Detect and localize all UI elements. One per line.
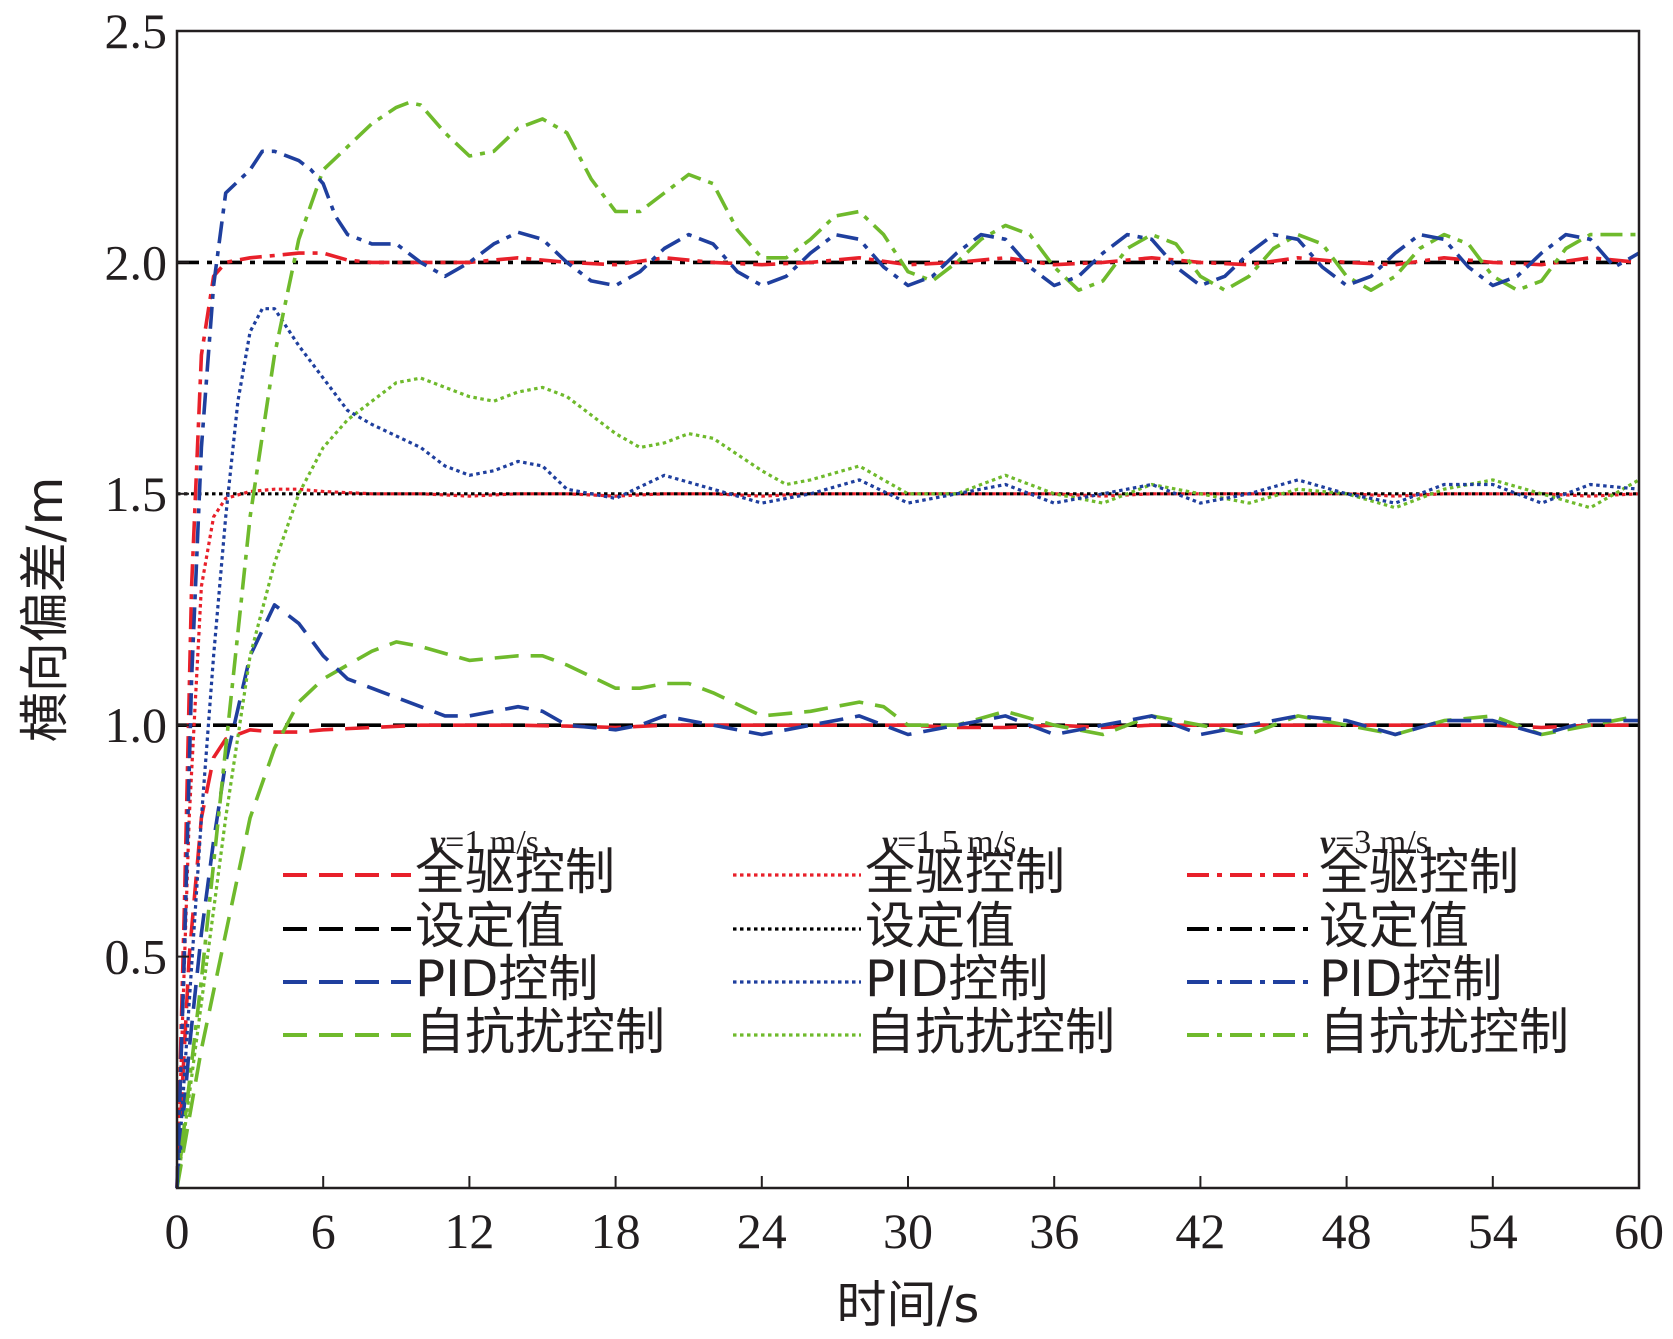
x-tick-label: 36 xyxy=(1029,1203,1079,1259)
legend-group-header: v=1.5 m/s xyxy=(882,824,1016,861)
legend-label: 自抗扰控制 xyxy=(415,1003,665,1061)
y-tick-label: 2.5 xyxy=(105,3,168,59)
series-line-3-3 xyxy=(175,149,1640,1189)
y-tick-label: 0.5 xyxy=(105,929,168,985)
y-tick-label: 1.5 xyxy=(105,466,168,522)
series-line-1-3 xyxy=(175,603,1639,1189)
legend-label: 全驱控制 xyxy=(1319,843,1519,901)
y-axis-title: 横向偏差/m xyxy=(16,477,74,743)
legend-label: PID控制 xyxy=(1319,950,1502,1008)
x-tick-label: 42 xyxy=(1175,1203,1225,1259)
legend-label: PID控制 xyxy=(865,950,1048,1008)
series-line-2-4 xyxy=(175,376,1640,1189)
y-tick-label: 1.0 xyxy=(105,697,168,753)
legend-label: 自抗扰控制 xyxy=(1319,1003,1569,1061)
x-tick-label: 12 xyxy=(444,1203,494,1259)
legend-label: 全驱控制 xyxy=(415,843,615,901)
legend-group-header: v=1 m/s xyxy=(430,824,539,861)
x-tick-label: 24 xyxy=(737,1203,787,1259)
legend-label: 全驱控制 xyxy=(865,843,1065,901)
legend-label: 设定值 xyxy=(415,897,565,955)
x-tick-label: 0 xyxy=(165,1203,190,1259)
plot-lines xyxy=(175,100,1640,1189)
series-line-1-4 xyxy=(175,640,1640,1189)
axis-ticks: 0 6 12 18 24 30 36 42 48 54 60 0.5 1.0 1.5 2.0 2.5 xyxy=(105,3,1665,1259)
legend-label: 自抗扰控制 xyxy=(865,1003,1115,1061)
x-tick-label: 18 xyxy=(591,1203,641,1259)
x-tick-label: 54 xyxy=(1468,1203,1518,1259)
y-tick-label: 2.0 xyxy=(105,234,168,290)
series-line-1-1 xyxy=(175,723,1639,1189)
x-axis-title: 时间/s xyxy=(837,1276,980,1334)
series-line-3-1 xyxy=(175,251,1640,1189)
x-tick-label: 60 xyxy=(1614,1203,1664,1259)
x-tick-label: 48 xyxy=(1322,1203,1372,1259)
legend-group-header: v=3 m/s xyxy=(1320,824,1429,861)
x-tick-label: 30 xyxy=(883,1203,933,1259)
legend-label: 设定值 xyxy=(1319,897,1469,955)
x-tick-label: 6 xyxy=(311,1203,336,1259)
legend-label: 设定值 xyxy=(865,897,1015,955)
legend-label: PID控制 xyxy=(415,950,598,1008)
series-line-3-4 xyxy=(175,100,1639,1189)
